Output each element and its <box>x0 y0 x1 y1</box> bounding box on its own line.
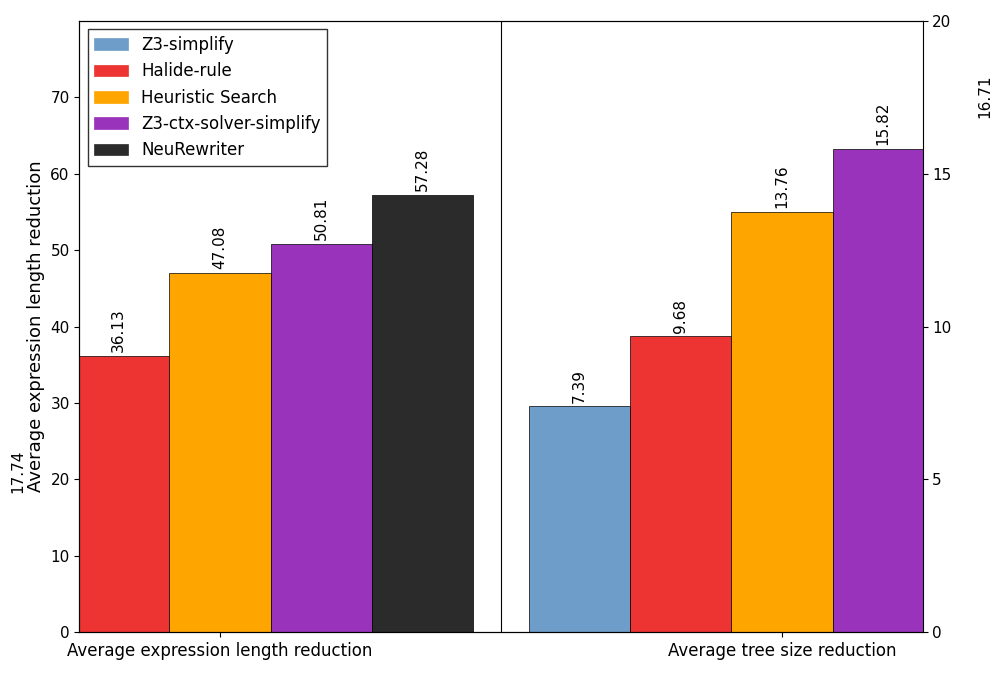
Text: 16.71: 16.71 <box>977 74 992 117</box>
Y-axis label: Average expression length reduction: Average expression length reduction <box>27 161 45 493</box>
Text: 9.68: 9.68 <box>673 298 688 333</box>
Text: 15.82: 15.82 <box>876 101 891 145</box>
Text: 36.13: 36.13 <box>111 308 126 352</box>
Bar <box>271 244 372 632</box>
Text: 47.08: 47.08 <box>212 225 227 269</box>
Text: 7.39: 7.39 <box>572 369 587 402</box>
Bar <box>630 336 731 632</box>
Bar <box>372 194 473 632</box>
Bar <box>833 148 934 632</box>
Text: 57.28: 57.28 <box>415 147 430 191</box>
Legend: Z3-simplify, Halide-rule, Heuristic Search, Z3-ctx-solver-simplify, NeuRewriter: Z3-simplify, Halide-rule, Heuristic Sear… <box>88 29 328 166</box>
Bar <box>529 406 630 632</box>
Bar <box>169 273 271 632</box>
Text: 13.76: 13.76 <box>775 164 790 208</box>
Text: 17.74: 17.74 <box>10 450 25 493</box>
Bar <box>731 212 833 632</box>
Bar <box>68 356 169 632</box>
Text: 50.81: 50.81 <box>314 197 329 240</box>
Bar <box>934 122 1002 632</box>
Bar <box>0 497 68 632</box>
